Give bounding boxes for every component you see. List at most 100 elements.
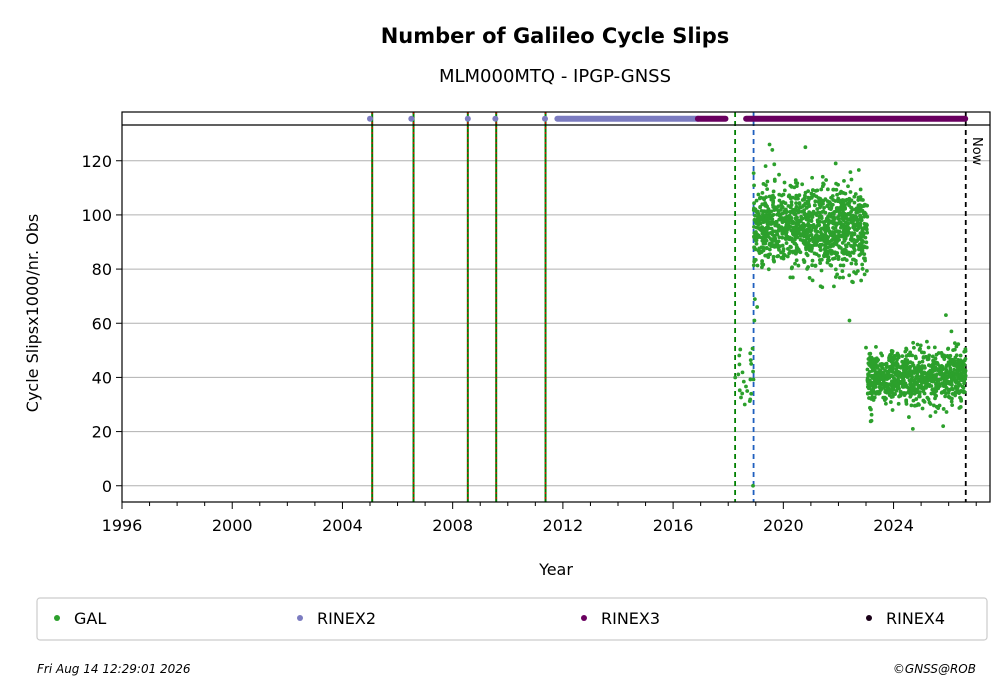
data-point (944, 410, 949, 414)
y-tick-label: 80 (92, 260, 112, 279)
data-point (813, 188, 818, 193)
data-point (772, 208, 777, 212)
data-point (901, 382, 905, 387)
data-point (856, 198, 861, 202)
data-point (933, 373, 937, 378)
data-point (888, 400, 893, 404)
data-point (810, 175, 815, 180)
x-tick-label: 2000 (212, 516, 253, 535)
data-point (793, 207, 798, 212)
data-point (848, 190, 853, 194)
data-point (924, 385, 928, 389)
data-point (751, 208, 756, 213)
data-point (954, 373, 959, 378)
data-point (783, 201, 788, 206)
data-point (805, 245, 810, 249)
data-point (876, 381, 881, 386)
data-point (806, 227, 810, 231)
data-point (774, 219, 779, 224)
data-point (917, 394, 922, 399)
data-point (861, 239, 866, 244)
data-point (766, 252, 771, 257)
data-point (881, 381, 886, 386)
data-point (832, 284, 836, 289)
data-point (856, 226, 861, 231)
data-point (928, 368, 933, 373)
data-point (864, 240, 869, 245)
data-point (802, 197, 807, 202)
rinex2-marker (408, 115, 415, 122)
data-point (812, 203, 817, 208)
data-point (769, 197, 774, 202)
data-point (854, 262, 858, 266)
data-point (813, 228, 818, 233)
data-point (828, 248, 832, 253)
data-point (942, 357, 947, 362)
data-point (780, 211, 785, 216)
data-point (909, 403, 914, 408)
data-point (806, 221, 811, 226)
data-point (850, 232, 855, 236)
data-point (834, 242, 839, 247)
data-point (858, 252, 863, 256)
data-point (929, 391, 934, 396)
data-point (790, 265, 794, 270)
data-point (911, 345, 916, 350)
data-point (777, 247, 781, 252)
data-point (945, 379, 950, 384)
data-point (829, 251, 834, 256)
data-point (936, 406, 941, 411)
data-point (860, 262, 865, 267)
data-point (904, 347, 909, 352)
data-point (845, 217, 850, 222)
data-point (763, 164, 768, 169)
data-point (821, 182, 826, 187)
data-point (901, 378, 906, 383)
data-point (816, 219, 821, 224)
data-point (803, 193, 807, 198)
data-point (793, 234, 798, 239)
data-point (785, 254, 790, 259)
data-point (748, 351, 753, 356)
data-point (959, 378, 963, 382)
data-point (796, 230, 801, 235)
footer-credit: ©GNSS@ROB (893, 662, 976, 676)
chart-subtitle: MLM000MTQ - IPGP-GNSS (439, 66, 671, 87)
data-point (742, 402, 747, 407)
data-point (857, 247, 862, 252)
data-point (832, 226, 836, 231)
data-point (824, 178, 829, 182)
data-point (802, 259, 807, 264)
data-point (935, 362, 940, 367)
data-point (918, 366, 923, 371)
data-point (926, 374, 931, 379)
data-point (769, 194, 774, 199)
data-point (874, 344, 878, 349)
data-point (926, 345, 931, 350)
data-point (788, 275, 793, 280)
data-point (862, 252, 867, 257)
data-point (837, 229, 842, 234)
data-point (928, 402, 933, 406)
data-point (799, 205, 803, 210)
data-point (826, 221, 831, 226)
data-point (766, 267, 771, 272)
data-point (771, 254, 776, 259)
data-point (794, 258, 799, 263)
data-point (939, 371, 944, 375)
data-point (878, 368, 882, 372)
data-point (812, 251, 817, 256)
legend-label: RINEX3 (601, 609, 660, 628)
data-point (751, 483, 755, 488)
data-point (783, 216, 788, 220)
data-point (939, 364, 944, 368)
data-point (762, 230, 767, 235)
data-point (818, 201, 823, 206)
data-point (762, 197, 767, 202)
data-point (891, 391, 895, 396)
data-point (823, 197, 828, 202)
data-point (776, 209, 781, 214)
data-point (809, 232, 814, 237)
data-point (790, 239, 795, 244)
data-point (733, 375, 738, 380)
